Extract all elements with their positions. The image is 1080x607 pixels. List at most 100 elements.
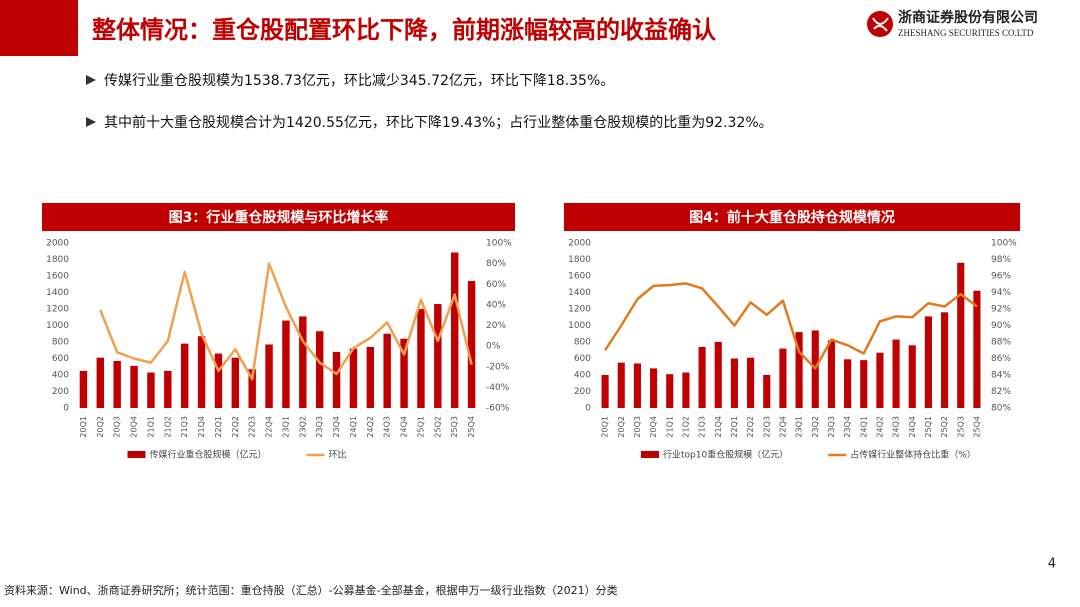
bar [827,340,835,408]
chart-title: 图4：前十大重仓股持仓规模情况 [689,209,895,226]
bar [601,375,609,408]
y-tick-label: 1400 [568,288,591,298]
y2-tick-label: 60% [486,280,506,290]
x-tick-label: 20Q2 [96,416,105,438]
y-tick-label: 1000 [568,321,591,331]
x-tick-label: 24Q4 [400,416,409,438]
bar [383,333,391,408]
bullet: 传媒行业重仓股规模为1538.73亿元，环比减少345.72亿元，环比下降18.… [104,73,614,89]
bar [860,360,868,408]
legend-label: 传媒行业重仓股规模（亿元） [150,449,267,461]
y2-tick-label: 0% [486,342,501,352]
bar [366,346,375,408]
x-tick-label: 21Q3 [180,416,189,438]
bar [265,344,273,408]
bar [400,338,408,408]
bar [682,372,690,408]
y-tick-label: 1800 [46,255,69,265]
y2-tick-label: 96% [991,272,1011,282]
legend-label: 行业top10重仓股规模（亿元） [663,449,788,461]
bar [730,358,738,408]
x-tick-label: 24Q3 [892,416,901,438]
bullet-icon [86,117,96,127]
y2-tick-label: 82% [991,387,1011,397]
x-tick-label: 22Q3 [762,416,771,438]
bar [698,346,706,408]
x-tick-label: 21Q3 [698,416,707,438]
bar [450,252,459,408]
line [99,262,473,381]
bar [214,353,223,408]
x-tick-label: 23Q1 [795,416,804,438]
y2-tick-label: 92% [991,305,1011,315]
x-tick-label: 23Q2 [298,416,307,438]
x-tick-label: 20Q4 [130,416,139,438]
company-name: 浙商证券股份有限公司 [898,9,1038,26]
y-tick-label: 600 [52,354,69,364]
x-tick-label: 21Q2 [681,416,690,438]
bullet: 其中前十大重仓股规模合计为1420.55亿元，环比下降19.43%；占行业整体重… [104,114,773,131]
y-tick-label: 0 [585,404,591,414]
y-tick-label: 1000 [46,321,69,331]
y2-tick-label: 80% [486,259,506,269]
x-tick-label: 23Q3 [827,416,836,438]
bar [315,331,324,408]
x-tick-label: 23Q1 [281,416,290,438]
bar [779,348,787,408]
x-tick-label: 22Q4 [265,416,274,438]
y-tick-label: 800 [52,338,69,348]
y2-tick-label: -60% [486,404,510,414]
y2-tick-label: 98% [991,255,1011,265]
y-tick-label: 600 [574,354,591,364]
bar [282,320,290,408]
x-tick-label: 21Q2 [163,416,172,438]
bar [747,357,755,408]
x-tick-label: 22Q2 [231,416,240,438]
x-tick-label: 25Q2 [433,416,442,438]
bar [349,348,358,408]
x-tick-label: 20Q3 [113,416,122,438]
y-tick-label: 2000 [568,239,591,249]
bar [417,309,425,408]
bar [941,312,949,408]
y2-tick-label: -20% [486,362,510,372]
x-tick-label: 22Q1 [730,416,739,438]
y-tick-label: 1200 [46,305,69,315]
bar [299,316,307,408]
bar [876,352,884,408]
legend-swatch [127,451,146,458]
x-tick-label: 20Q1 [601,416,610,438]
logo-mark [872,17,889,32]
x-tick-label: 25Q1 [924,416,933,438]
x-tick-label: 23Q4 [332,416,341,438]
bar [332,351,341,408]
y2-tick-label: 94% [991,288,1011,298]
x-tick-label: 25Q2 [940,416,949,438]
bar [908,345,916,408]
bar [892,339,900,408]
bar [763,375,771,408]
x-tick-label: 23Q4 [843,416,852,438]
x-tick-label: 20Q4 [649,416,658,438]
y2-tick-label: 80% [991,404,1011,414]
x-tick-label: 22Q4 [778,416,787,438]
header-block [0,0,78,56]
bar [795,332,803,408]
y-tick-label: 200 [52,387,69,397]
bar [924,316,932,408]
y-tick-label: 1600 [568,272,591,282]
y2-tick-label: 40% [486,300,506,310]
x-tick-label: 21Q4 [714,416,723,438]
chart-title-bar [42,203,515,231]
x-tick-label: 22Q1 [214,416,223,438]
bar [957,262,965,408]
x-tick-label: 24Q2 [366,416,375,438]
legend-label: 环比 [329,449,347,461]
y-tick-label: 1400 [46,288,69,298]
y2-tick-label: 100% [991,239,1017,249]
x-tick-label: 23Q3 [315,416,324,438]
line [604,282,978,370]
legend-label: 占传媒行业整体持仓比重（%） [850,449,976,461]
